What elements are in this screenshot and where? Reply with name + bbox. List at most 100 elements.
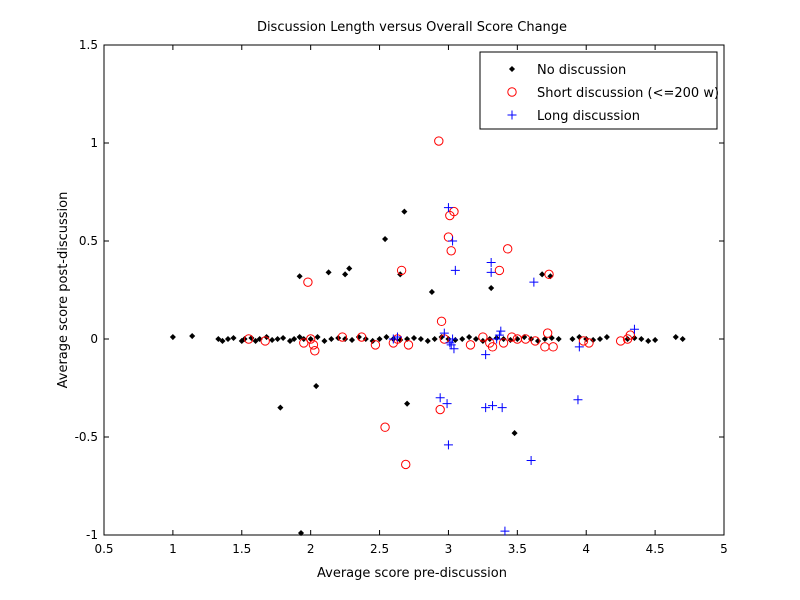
long-discussion-points — [388, 203, 639, 536]
long-discussion-point — [448, 334, 458, 344]
legend-marker — [507, 110, 517, 120]
short-discussion-point — [520, 334, 531, 344]
x-tick-label: 2 — [307, 542, 315, 556]
data-points — [169, 136, 686, 537]
no-discussion-point — [321, 337, 328, 344]
short-discussion-point — [487, 342, 498, 352]
y-tick-label: -0.5 — [75, 430, 98, 444]
no-discussion-point — [189, 333, 196, 340]
short-discussion-point — [310, 346, 320, 356]
long-discussion-point — [443, 440, 453, 450]
long-discussion-point — [629, 324, 639, 334]
no-discussion-point — [555, 335, 562, 343]
no-discussion-point — [215, 335, 222, 343]
long-discussion-point — [392, 332, 402, 342]
y-tick-label: -1 — [86, 528, 98, 542]
no-discussion-point — [428, 288, 435, 295]
long-discussion-point — [488, 401, 498, 411]
y-tick-label: 0.5 — [79, 234, 98, 248]
short-discussion-point — [446, 246, 456, 256]
no-discussion-point — [348, 336, 356, 344]
legend-entry-no-discussion: No discussion — [508, 63, 626, 78]
long-discussion-point — [442, 399, 452, 409]
short-discussion-point — [625, 330, 636, 340]
no-discussion-point — [314, 334, 321, 341]
no-discussion-point — [404, 400, 411, 407]
short-discussion-point — [544, 269, 554, 280]
y-axis-title: Average score post-discussion — [56, 192, 71, 389]
long-discussion-point — [388, 334, 398, 344]
no-discussion-point — [169, 334, 176, 341]
y-tick-label: 1 — [90, 136, 98, 150]
short-discussion-point — [449, 206, 459, 217]
short-discussion-point — [356, 332, 367, 342]
no-discussion-point — [376, 335, 383, 343]
long-discussion-point — [529, 277, 539, 287]
no-discussion-point — [328, 335, 335, 343]
short-discussion-point — [584, 338, 594, 348]
short-discussion-point — [303, 277, 313, 287]
no-discussion-point — [342, 271, 349, 278]
short-discussion-point — [548, 342, 558, 352]
legend: No discussion Short discussion (<=200 w) L… — [479, 51, 719, 130]
short-discussion-point — [435, 404, 445, 415]
no-discussion-point — [645, 337, 652, 344]
long-discussion-point — [449, 344, 459, 354]
no-discussion-point — [274, 335, 281, 343]
no-discussion-point — [638, 335, 645, 343]
no-discussion-point — [280, 334, 287, 342]
no-discussion-point — [466, 334, 473, 341]
y-tick-label: 0 — [90, 332, 98, 346]
no-discussion-point — [541, 335, 548, 343]
short-discussion-point — [396, 265, 407, 276]
no-discussion-point — [472, 335, 480, 343]
no-discussion-point — [296, 273, 303, 280]
short-discussion-point — [308, 340, 319, 350]
no-discussion-point — [672, 334, 679, 341]
no-discussion-point — [297, 530, 305, 537]
short-discussion-point — [436, 316, 447, 327]
legend-entry-short-discussion: Short discussion (<=200 w) — [507, 86, 719, 101]
no-discussion-point — [230, 334, 237, 342]
long-discussion-point — [497, 403, 507, 413]
long-discussion-point — [450, 265, 460, 275]
short-discussion-point — [380, 422, 390, 432]
long-discussion-point — [500, 526, 510, 536]
no-discussion-point — [256, 335, 263, 343]
legend-label: No discussion — [537, 63, 626, 78]
short-discussion-point — [337, 332, 348, 342]
short-discussion-point — [403, 340, 414, 350]
x-axis-title: Average score pre-discussion — [317, 566, 507, 581]
no-discussion-point — [488, 285, 495, 292]
no-discussion-point — [431, 335, 438, 343]
short-discussion-point — [494, 265, 505, 276]
no-discussion-point — [346, 265, 353, 272]
chart-title: Discussion Length versus Overall Score C… — [257, 20, 567, 35]
no-discussion-point — [569, 335, 576, 343]
no-discussion-point — [291, 335, 298, 343]
long-discussion-point — [481, 350, 491, 360]
no-discussion-point — [652, 336, 659, 344]
short-discussion-point — [530, 336, 540, 346]
long-discussion-point — [574, 342, 584, 352]
x-tick-label: 4 — [582, 542, 590, 556]
short-discussion-point — [401, 459, 411, 470]
long-discussion-point — [486, 258, 496, 268]
no-discussion-point — [296, 334, 303, 341]
x-tick-label: 3.5 — [508, 542, 527, 556]
x-tick-label: 1.5 — [232, 542, 251, 556]
no-discussion-point — [401, 208, 408, 215]
long-discussion-point — [496, 326, 506, 336]
x-tick-label: 4.5 — [646, 542, 665, 556]
long-discussion-point — [526, 456, 536, 466]
short-discussion-point — [465, 340, 476, 350]
long-discussion-point — [486, 267, 496, 277]
legend-entry-long-discussion: Long discussion — [507, 109, 640, 124]
no-discussion-point — [459, 335, 466, 343]
legend-marker — [507, 87, 517, 97]
short-discussion-point — [578, 336, 589, 346]
legend-box — [479, 51, 718, 130]
short-discussion-point — [507, 332, 517, 342]
legend-marker — [508, 65, 516, 73]
